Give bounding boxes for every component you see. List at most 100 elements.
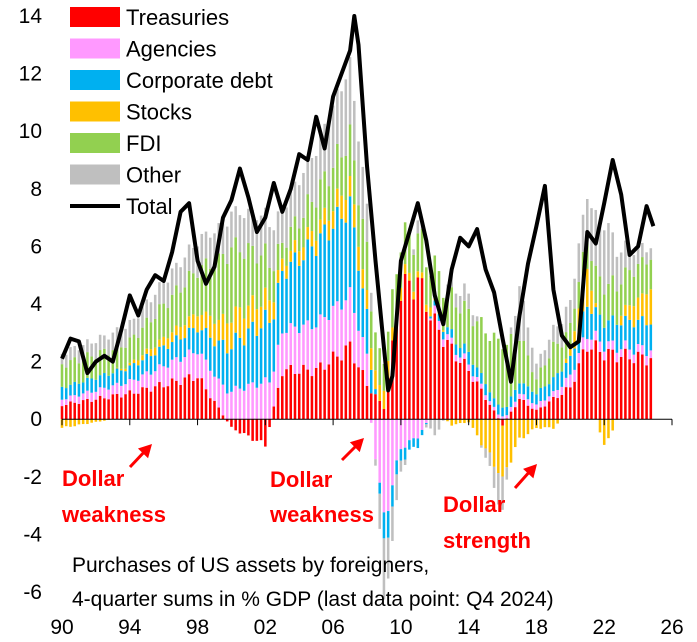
bar-stocks [64, 419, 68, 427]
bar-other [141, 306, 144, 328]
bar-agencies [361, 336, 365, 371]
bar-corporate-debt [594, 307, 598, 331]
bar-corporate-debt [564, 362, 568, 378]
bar-corporate-debt [505, 406, 509, 416]
bar-corporate-debt [264, 309, 267, 378]
bar-other [369, 292, 373, 312]
bar-treasuries [136, 393, 140, 420]
bar-agencies [615, 352, 619, 363]
bar-fdi [187, 270, 191, 317]
annotation-line-2: weakness [61, 502, 166, 527]
bar-corporate-debt [590, 313, 593, 340]
bar-corporate-debt [276, 282, 280, 345]
bar-other [598, 224, 602, 277]
bar-treasuries [416, 277, 420, 420]
bar-treasuries [348, 341, 352, 420]
bar-other [492, 466, 496, 488]
bar-stocks [539, 419, 542, 429]
bar-other [425, 424, 428, 428]
bar-treasuries [463, 358, 466, 420]
bar-corporate-debt [615, 324, 619, 353]
bar-fdi [175, 285, 178, 326]
x-tick-label: 10 [389, 616, 412, 639]
bar-treasuries [149, 391, 153, 420]
bar-treasuries [475, 381, 479, 420]
bar-layer [60, 57, 653, 600]
bar-agencies [319, 314, 322, 363]
bar-agencies [649, 350, 653, 359]
bar-agencies [488, 401, 492, 405]
bar-fdi [645, 264, 648, 295]
bar-stocks [276, 270, 280, 283]
bar-agencies [234, 385, 237, 420]
bar-stocks [251, 295, 254, 322]
bar-treasuries [208, 398, 212, 420]
bar-fdi [69, 360, 72, 385]
bar-stocks [268, 300, 271, 323]
bar-treasuries [632, 363, 636, 420]
bar-treasuries [467, 370, 470, 420]
bar-treasuries [327, 364, 331, 420]
bar-stocks [505, 419, 509, 468]
bar-other [238, 215, 242, 253]
annotations: Dollar weakness Dollar weakness Dollar streng… [61, 438, 537, 553]
bar-other [471, 315, 475, 327]
bar-stocks [162, 336, 165, 346]
bar-other [382, 538, 386, 600]
annotation-line-2: weakness [269, 502, 374, 527]
bar-fdi [242, 258, 246, 319]
x-tick-label: 14 [457, 616, 481, 639]
bar-fdi [560, 347, 564, 372]
bar-treasuries [513, 407, 517, 420]
bar-agencies [641, 345, 644, 355]
bar-agencies [437, 320, 441, 330]
bar-fdi [230, 247, 233, 323]
bar-fdi [276, 243, 280, 271]
bar-other [522, 300, 526, 342]
bar-other [276, 211, 280, 244]
bar-fdi [94, 358, 98, 380]
bar-stocks [590, 290, 593, 314]
y-tick-label: 12 [19, 63, 42, 86]
bar-treasuries [264, 419, 267, 447]
bar-corporate-debt [310, 246, 314, 330]
bar-corporate-debt [268, 322, 271, 383]
bar-agencies [344, 300, 348, 346]
legend-swatch-treasuries [70, 7, 120, 27]
bar-corporate-debt [217, 340, 221, 379]
bar-fdi [128, 337, 132, 363]
bar-treasuries [522, 399, 526, 420]
bar-other [132, 318, 136, 335]
bar-other [581, 214, 585, 252]
bar-agencies [598, 341, 602, 353]
bar-corporate-debt [513, 389, 517, 402]
bar-treasuries [196, 378, 199, 420]
bar-fdi [238, 252, 242, 308]
bar-other [497, 473, 500, 505]
bar-corporate-debt [348, 196, 352, 288]
bar-fdi [149, 322, 153, 350]
bar-agencies [268, 382, 271, 420]
bar-treasuries [306, 369, 309, 420]
bar-fdi [488, 340, 492, 393]
bar-agencies [103, 387, 106, 399]
bar-agencies [64, 399, 68, 405]
bar-agencies [200, 353, 204, 379]
bar-other [340, 91, 343, 158]
bar-other [547, 339, 551, 359]
bar-stocks [573, 331, 576, 349]
bar-corporate-debt [259, 328, 263, 384]
bar-corporate-debt [497, 404, 500, 415]
bar-other [509, 327, 513, 335]
bar-corporate-debt [543, 386, 547, 401]
bar-agencies [636, 344, 640, 352]
bar-stocks [314, 240, 318, 256]
bar-other [615, 256, 619, 292]
bar-other [221, 223, 225, 254]
bar-agencies [492, 406, 496, 411]
bar-agencies [547, 396, 551, 402]
bar-agencies [645, 356, 648, 366]
y-tick-label: 14 [19, 5, 43, 28]
bar-corporate-debt [331, 228, 335, 306]
bar-other [158, 282, 161, 305]
